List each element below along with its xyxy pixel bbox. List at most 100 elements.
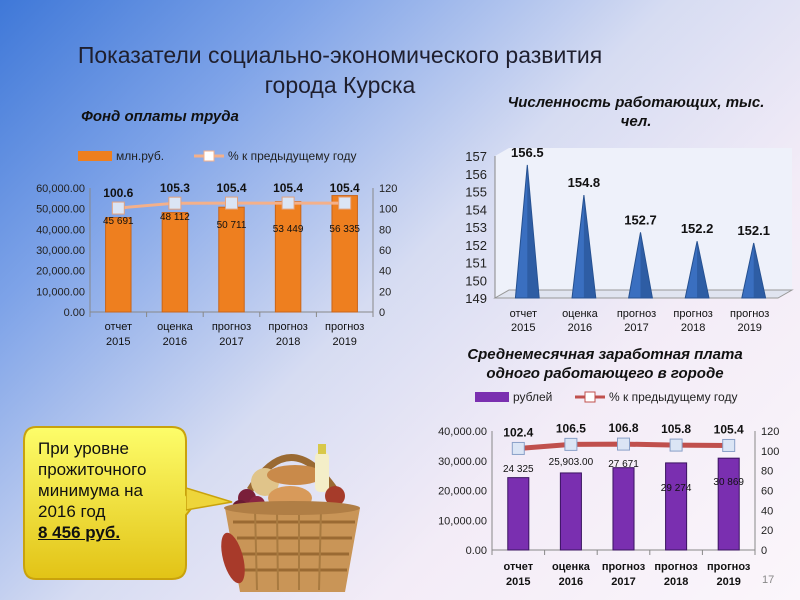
callout-line: При уровне (38, 439, 129, 458)
page-title-line-2: города Курска (264, 72, 416, 98)
y-tick-label: 30,000.00 (36, 245, 85, 257)
y-tick-label: 155 (465, 185, 487, 200)
line-point (511, 441, 525, 455)
line-point (111, 201, 125, 215)
line-point (338, 196, 352, 210)
y-tick-label: 153 (465, 220, 487, 235)
bar-value-label: 29 274 (661, 483, 692, 494)
y-tick-label: 151 (465, 256, 487, 271)
y-tick-label: 156 (465, 167, 487, 182)
y2-tick-label: 80 (761, 466, 773, 478)
callout-line: минимума на (38, 481, 143, 500)
category-label: 2019 (716, 576, 740, 588)
category-label: 2019 (332, 336, 356, 348)
callout-amount: 8 456 руб. (38, 523, 121, 542)
chart-3-title-line-2: одного работающего в городе (486, 365, 724, 382)
chart-2-title-line-2: чел. (620, 113, 652, 130)
y2-tick-label: 100 (761, 446, 779, 458)
bar (218, 206, 245, 313)
bar (612, 467, 635, 551)
category-label: прогноз (212, 321, 251, 333)
y-tick-label: 40,000.00 (438, 426, 487, 438)
y-tick-label: 10,000.00 (36, 286, 85, 298)
page-title: Показатели социально-экономического разв… (40, 40, 640, 100)
legend-swatch-bars (78, 151, 112, 161)
cone-value-label: 156.5 (511, 145, 544, 160)
y2-tick-label: 100 (379, 204, 397, 216)
line-value-label: 105.4 (216, 181, 246, 195)
category-label: 2019 (737, 322, 761, 334)
y-tick-label: 40,000.00 (36, 224, 85, 236)
legend-label-line: % к предыдущему году (228, 149, 356, 163)
category-label: прогноз (268, 321, 307, 333)
bar (717, 457, 740, 551)
bar (161, 212, 189, 313)
chart-3-title-line-1: Среднемесячная заработная плата (467, 346, 743, 363)
category-label: 2015 (506, 576, 530, 588)
bar-value-label: 27 671 (608, 459, 639, 470)
line-value-label: 105.3 (160, 181, 190, 195)
category-label: отчет (510, 308, 537, 320)
callout-pointer (186, 487, 233, 511)
line-point (617, 437, 630, 451)
category-label: прогноз (707, 561, 751, 573)
line-point (225, 196, 238, 210)
y-tick-label: 0.00 (466, 545, 487, 557)
legend-label-line: % к предыдущему году (609, 390, 737, 404)
chart-3-title: Среднемесячная заработная плата одного р… (440, 345, 770, 383)
y2-tick-label: 40 (379, 266, 391, 278)
line-value-label: 105.4 (273, 181, 303, 195)
category-label: 2015 (511, 322, 535, 334)
cone-value-label: 152.7 (624, 212, 657, 227)
callout-line: прожиточного (38, 460, 147, 479)
cone-shade (583, 195, 596, 298)
category-label: прогноз (325, 321, 364, 333)
bar-value-label: 25,903.00 (549, 457, 594, 468)
salary-chart: рублей % к предыдущему году 0.00 10,000.00 2… (438, 390, 779, 588)
y2-tick-label: 20 (761, 525, 773, 537)
category-label: 2016 (568, 322, 592, 334)
bar-value-label: 45 691 (103, 216, 134, 227)
y-tick-label: 50,000.00 (36, 204, 85, 216)
bar (665, 462, 688, 551)
bar-value-label: 48 112 (160, 212, 190, 223)
line-point (168, 196, 182, 210)
cone-value-label: 152.2 (681, 221, 714, 236)
page-title-line-1: Показатели социально-экономического разв… (77, 42, 603, 68)
category-label: 2018 (681, 322, 705, 334)
bar-value-label: 56 335 (329, 224, 360, 235)
cone-value-label: 152.1 (737, 223, 770, 238)
y-tick-label: 20,000.00 (36, 266, 85, 278)
y2-tick-label: 40 (761, 505, 773, 517)
category-label: 2018 (276, 336, 300, 348)
y-tick-label: 20,000.00 (438, 486, 487, 498)
legend-marker (203, 150, 215, 162)
bar-value-label: 30 869 (713, 477, 744, 488)
callout-bubble (23, 426, 194, 580)
category-label: прогноз (654, 561, 698, 573)
category-label: оценка (562, 308, 599, 320)
bar (559, 472, 582, 551)
line-value-label: 105.4 (330, 181, 360, 195)
food-basket-illustration (221, 444, 360, 592)
bar (105, 217, 132, 313)
category-label: отчет (105, 321, 132, 333)
cone-value-label: 154.8 (568, 175, 601, 190)
bar (507, 477, 530, 551)
legend-label-bars: млн.руб. (116, 149, 164, 163)
y2-tick-label: 20 (379, 286, 391, 298)
category-label: 2016 (163, 336, 187, 348)
bar-value-label: 53 449 (273, 224, 304, 235)
category-label: 2016 (559, 576, 583, 588)
category-label: отчет (504, 561, 534, 573)
basket-icon (221, 444, 360, 592)
y2-tick-label: 0 (761, 545, 767, 557)
line-value-label: 105.8 (661, 422, 691, 436)
line-point (669, 438, 683, 452)
y-tick-label: 30,000.00 (438, 456, 487, 468)
employment-chart: 149 150 151 152 153 154 155 156 157 156.5 отчет 201… (465, 145, 794, 334)
line-value-label: 106.5 (556, 421, 586, 435)
chart-1-title: Фонд оплаты труда (81, 108, 239, 125)
category-label: прогноз (673, 308, 712, 320)
category-label: прогноз (617, 308, 656, 320)
